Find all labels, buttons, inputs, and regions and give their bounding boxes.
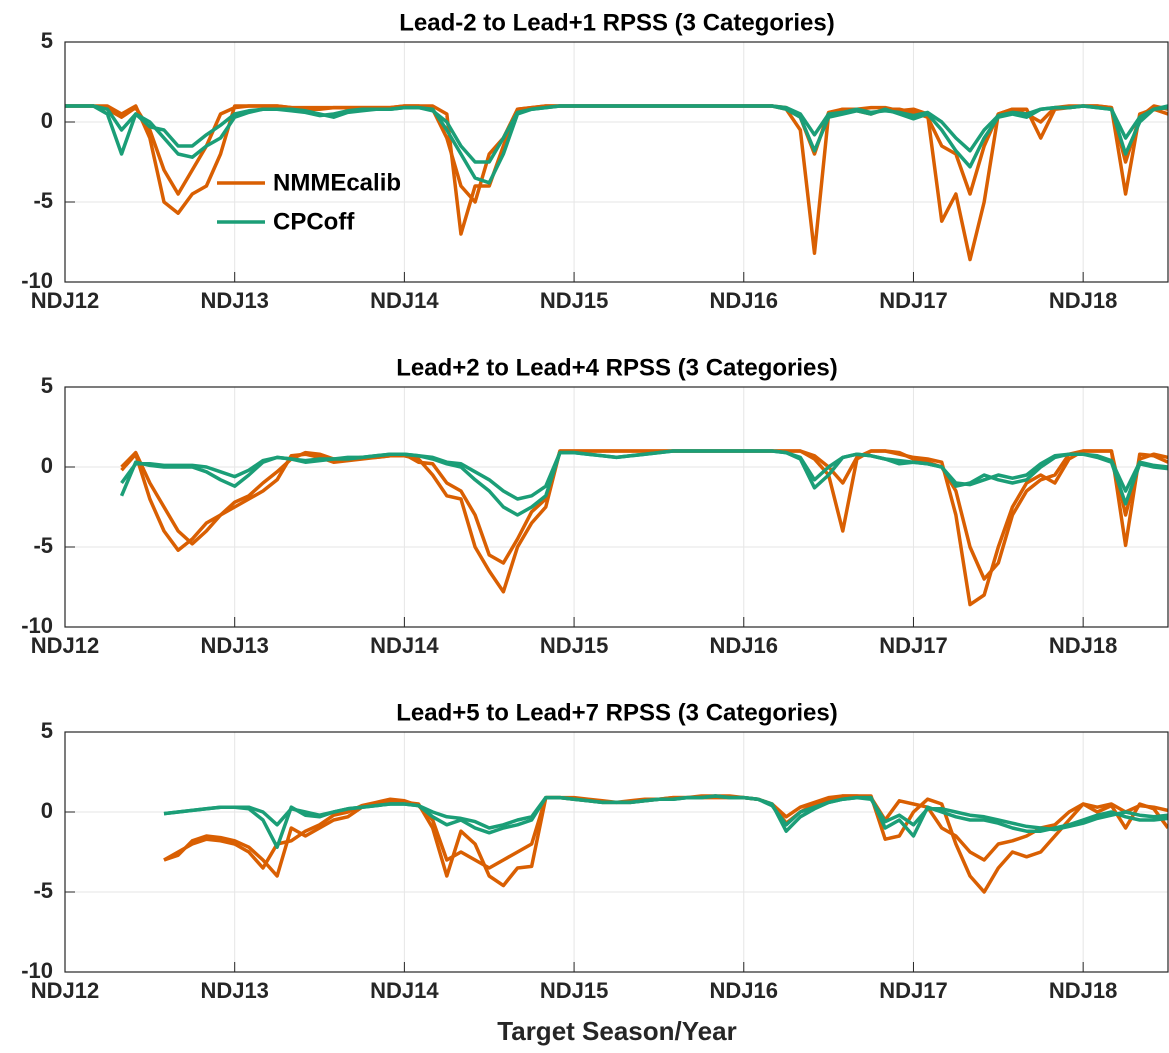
y-tick-label: -5 bbox=[33, 188, 53, 213]
plot-area bbox=[65, 42, 1168, 282]
data-line bbox=[65, 104, 1168, 164]
plot-area bbox=[65, 732, 1168, 972]
x-tick-label: NDJ18 bbox=[1049, 978, 1117, 1003]
x-tick-label: NDJ14 bbox=[370, 978, 439, 1003]
x-tick-label: NDJ13 bbox=[200, 978, 268, 1003]
x-tick-label: NDJ14 bbox=[370, 288, 439, 313]
x-tick-label: NDJ13 bbox=[200, 633, 268, 658]
data-line bbox=[120, 449, 1168, 501]
y-tick-label: -5 bbox=[33, 878, 53, 903]
x-tick-label: NDJ16 bbox=[710, 633, 778, 658]
x-tick-label: NDJ12 bbox=[31, 978, 99, 1003]
y-tick-label: 5 bbox=[41, 28, 53, 53]
y-tick-label: 0 bbox=[41, 453, 53, 478]
y-tick-label: 0 bbox=[41, 108, 53, 133]
data-line bbox=[120, 449, 1168, 581]
axes-box bbox=[64, 41, 1169, 283]
y-tick-label: 5 bbox=[41, 373, 53, 398]
x-tick-label: NDJ16 bbox=[710, 978, 778, 1003]
axes-box bbox=[64, 386, 1169, 628]
x-tick-label: NDJ18 bbox=[1049, 288, 1117, 313]
chart-title: Lead+2 to Lead+4 RPSS (3 Categories) bbox=[396, 354, 837, 381]
y-tick-label: -10 bbox=[21, 613, 53, 638]
x-tick-label: NDJ14 bbox=[370, 633, 439, 658]
chart-title: Lead-2 to Lead+1 RPSS (3 Categories) bbox=[399, 9, 834, 36]
x-tick-label: NDJ18 bbox=[1049, 633, 1117, 658]
y-tick-label: 0 bbox=[41, 798, 53, 823]
y-tick-label: -10 bbox=[21, 958, 53, 983]
x-tick-label: NDJ16 bbox=[710, 288, 778, 313]
axes-box bbox=[64, 731, 1169, 973]
legend-label: CPCoff bbox=[273, 208, 355, 235]
legend-label: NMMEcalib bbox=[273, 169, 401, 196]
x-tick-label: NDJ12 bbox=[31, 288, 99, 313]
plot-area bbox=[65, 387, 1168, 627]
x-tick-label: NDJ12 bbox=[31, 633, 99, 658]
x-tick-label: NDJ15 bbox=[540, 633, 608, 658]
y-tick-label: -5 bbox=[33, 533, 53, 558]
x-tick-label: NDJ17 bbox=[879, 978, 947, 1003]
y-tick-label: -10 bbox=[21, 268, 53, 293]
x-tick-label: NDJ15 bbox=[540, 288, 608, 313]
x-tick-label: NDJ17 bbox=[879, 288, 947, 313]
chart-title: Lead+5 to Lead+7 RPSS (3 Categories) bbox=[396, 699, 837, 726]
x-tick-label: NDJ15 bbox=[540, 978, 608, 1003]
y-tick-label: 5 bbox=[41, 718, 53, 743]
x-tick-label: NDJ17 bbox=[879, 633, 947, 658]
x-axis-label: Target Season/Year bbox=[497, 1016, 736, 1046]
x-tick-label: NDJ13 bbox=[200, 288, 268, 313]
data-line bbox=[163, 794, 1168, 832]
